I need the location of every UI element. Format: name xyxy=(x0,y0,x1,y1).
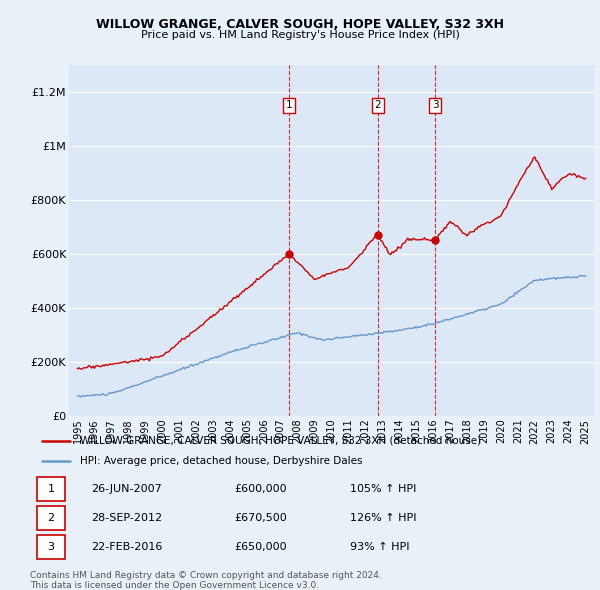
Text: WILLOW GRANGE, CALVER SOUGH, HOPE VALLEY, S32 3XH (detached house): WILLOW GRANGE, CALVER SOUGH, HOPE VALLEY… xyxy=(80,436,481,446)
Text: 26-JUN-2007: 26-JUN-2007 xyxy=(91,484,161,494)
Text: £600,000: £600,000 xyxy=(234,484,287,494)
Text: 3: 3 xyxy=(432,100,439,110)
Text: 105% ↑ HPI: 105% ↑ HPI xyxy=(350,484,416,494)
Text: £670,500: £670,500 xyxy=(234,513,287,523)
Text: 93% ↑ HPI: 93% ↑ HPI xyxy=(350,542,410,552)
Text: This data is licensed under the Open Government Licence v3.0.: This data is licensed under the Open Gov… xyxy=(30,581,319,589)
Text: 2: 2 xyxy=(374,100,381,110)
Text: 22-FEB-2016: 22-FEB-2016 xyxy=(91,542,162,552)
Text: Price paid vs. HM Land Registry's House Price Index (HPI): Price paid vs. HM Land Registry's House … xyxy=(140,30,460,40)
Text: WILLOW GRANGE, CALVER SOUGH, HOPE VALLEY, S32 3XH: WILLOW GRANGE, CALVER SOUGH, HOPE VALLEY… xyxy=(96,18,504,31)
Text: 1: 1 xyxy=(47,484,55,494)
FancyBboxPatch shape xyxy=(37,506,65,530)
Text: 1: 1 xyxy=(286,100,292,110)
Text: £650,000: £650,000 xyxy=(234,542,287,552)
Text: 28-SEP-2012: 28-SEP-2012 xyxy=(91,513,162,523)
Text: 126% ↑ HPI: 126% ↑ HPI xyxy=(350,513,416,523)
Text: HPI: Average price, detached house, Derbyshire Dales: HPI: Average price, detached house, Derb… xyxy=(80,455,362,466)
Text: Contains HM Land Registry data © Crown copyright and database right 2024.: Contains HM Land Registry data © Crown c… xyxy=(30,571,382,579)
Text: 3: 3 xyxy=(47,542,55,552)
FancyBboxPatch shape xyxy=(37,477,65,502)
Text: 2: 2 xyxy=(47,513,55,523)
FancyBboxPatch shape xyxy=(37,535,65,559)
